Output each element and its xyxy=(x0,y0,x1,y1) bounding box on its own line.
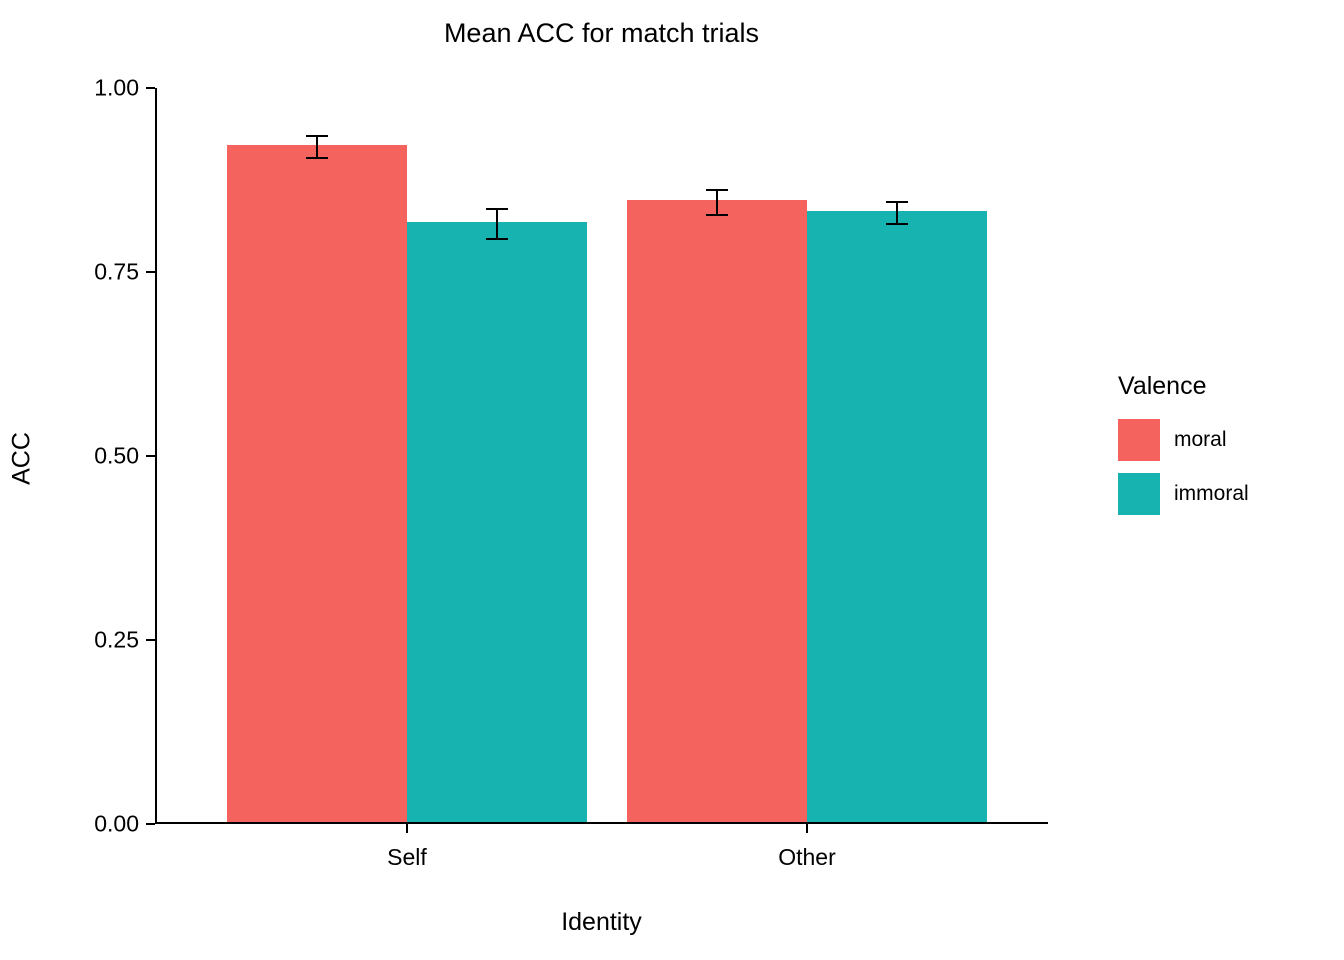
error-bar-cap xyxy=(706,213,728,216)
error-bar-line xyxy=(316,135,318,158)
error-bar-line xyxy=(896,202,898,225)
y-tick-label: 0.00 xyxy=(94,810,139,837)
y-tick-mark xyxy=(146,823,155,825)
x-tick-mark xyxy=(406,824,408,833)
error-bar-cap xyxy=(486,208,508,211)
legend-item-immoral: immoral xyxy=(1118,473,1249,515)
plot-area: 0.00 0.25 0.50 0.75 1.00 Self Other xyxy=(94,75,1048,870)
error-bar-cap xyxy=(706,188,728,191)
bar-self-immoral xyxy=(407,222,587,822)
legend-swatch-immoral xyxy=(1118,473,1160,515)
y-tick-mark xyxy=(146,271,155,273)
bar-other-moral xyxy=(627,200,807,822)
x-tick-label-other: Other xyxy=(778,844,836,870)
legend-label-immoral: immoral xyxy=(1174,482,1249,505)
legend-items: moral immoral xyxy=(1118,419,1249,515)
y-tick-mark xyxy=(146,87,155,89)
error-bar-line xyxy=(496,209,498,239)
x-tick-mark xyxy=(806,824,808,833)
legend-label-moral: moral xyxy=(1174,428,1227,451)
legend-swatch-moral xyxy=(1118,419,1160,461)
bar-self-moral xyxy=(227,144,407,822)
error-bar-cap xyxy=(306,134,328,137)
y-tick-mark xyxy=(146,639,155,641)
legend-title: Valence xyxy=(1118,372,1207,400)
chart-title: Mean ACC for match trials xyxy=(443,18,760,48)
error-bar-cap xyxy=(886,201,908,204)
x-tick-label-self: Self xyxy=(387,844,427,870)
bar-other-immoral xyxy=(807,211,987,822)
error-bar-cap xyxy=(306,156,328,159)
legend-item-moral: moral xyxy=(1118,419,1249,461)
y-tick-mark xyxy=(146,455,155,457)
legend: Valence moral immoral xyxy=(1118,372,1249,527)
error-bar-cap xyxy=(486,237,508,240)
error-bar-cap xyxy=(886,223,908,226)
y-axis-title: ACC xyxy=(7,432,36,485)
error-bar-line xyxy=(716,189,718,215)
y-tick-label: 0.50 xyxy=(94,442,139,469)
y-tick-label: 0.75 xyxy=(94,258,139,285)
y-tick-label: 0.25 xyxy=(94,626,139,653)
y-tick-label: 1.00 xyxy=(94,74,139,101)
x-axis-title: Identity xyxy=(561,908,642,936)
